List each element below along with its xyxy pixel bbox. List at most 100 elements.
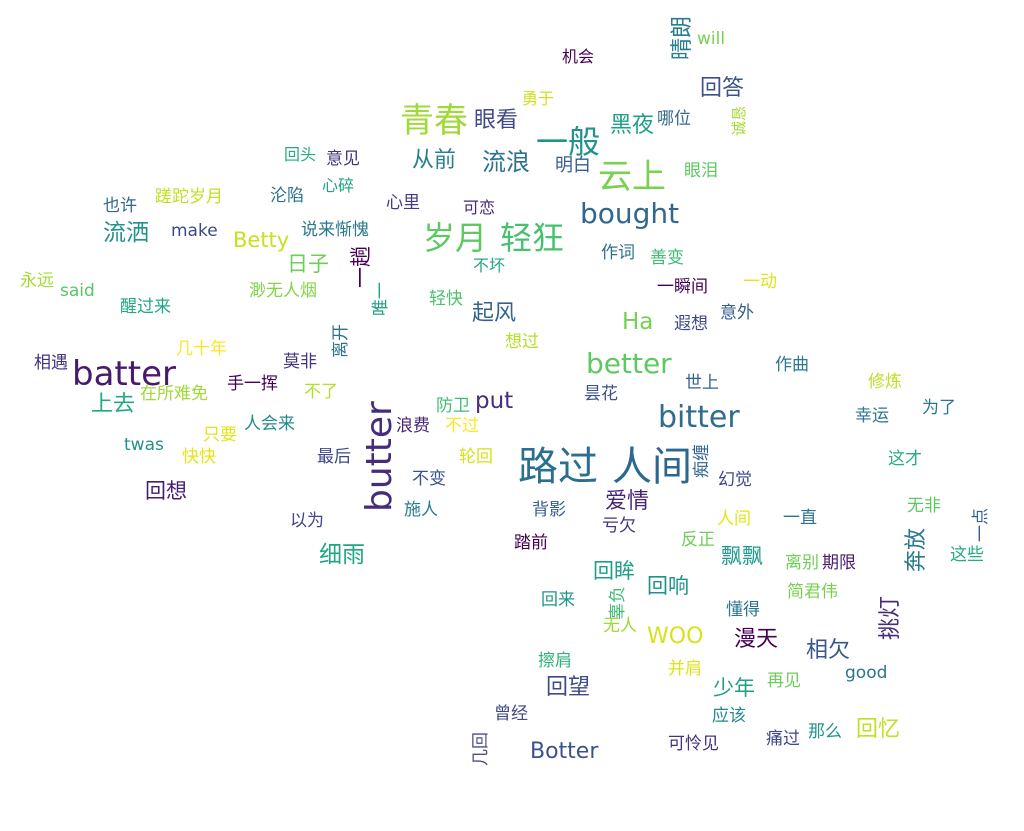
word: 亏欠 xyxy=(602,516,636,536)
word: 世上 xyxy=(685,373,719,393)
word: 不坏 xyxy=(473,256,506,275)
word: 眼泪 xyxy=(684,161,718,181)
word: 想过 xyxy=(505,332,539,352)
word: Ha xyxy=(622,309,654,335)
word: 在所难免 xyxy=(140,384,208,404)
word: 流洒 xyxy=(103,220,149,246)
word: 上去 xyxy=(91,392,136,417)
word: 以为 xyxy=(290,511,324,531)
word: 人间 xyxy=(612,444,692,490)
word: 几十年 xyxy=(176,339,227,359)
word: put xyxy=(475,388,514,414)
word: 昙花 xyxy=(584,384,618,404)
word: 青春 xyxy=(400,101,468,141)
word: 相遇 xyxy=(34,353,68,373)
word: 醒过来 xyxy=(120,297,171,317)
word: 作曲 xyxy=(775,355,809,375)
word: 相欠 xyxy=(806,638,851,663)
word: batter xyxy=(72,354,176,394)
word: 痛过 xyxy=(766,729,800,749)
word: 快快 xyxy=(182,447,216,467)
word: 不过 xyxy=(445,416,479,436)
word: 修炼 xyxy=(868,372,902,392)
word: 那么 xyxy=(808,722,842,742)
word: 轮回 xyxy=(459,447,493,467)
word: 并肩 xyxy=(668,659,702,679)
word: 手一挥 xyxy=(227,374,278,394)
word: 机会 xyxy=(562,47,595,66)
word: 勇于 xyxy=(522,89,555,108)
word: 心碎 xyxy=(322,176,355,195)
word: 无非 xyxy=(907,496,941,516)
word: 离开 xyxy=(331,324,351,358)
word: 意见 xyxy=(326,149,360,169)
word: 回来 xyxy=(541,590,575,610)
word: 为了 xyxy=(922,398,956,418)
word: 离别 xyxy=(785,553,819,573)
word: 最后 xyxy=(317,447,351,467)
word: 不变 xyxy=(412,469,446,489)
word: 幸运 xyxy=(855,406,889,426)
word: 起风 xyxy=(472,301,517,326)
word: 爱情 xyxy=(605,489,650,514)
word: 也许 xyxy=(103,196,137,216)
word: 可恋 xyxy=(463,198,496,217)
word: 诚恳 xyxy=(730,105,748,136)
word: 云上 xyxy=(598,157,666,197)
word: 唯一 xyxy=(371,282,391,316)
word: butter xyxy=(359,401,400,512)
word: 善变 xyxy=(650,248,684,268)
word: 飘飘 xyxy=(721,544,763,568)
word: 擦肩 xyxy=(538,651,572,671)
word: 一趟 xyxy=(349,246,373,288)
word: 可怜见 xyxy=(668,734,719,754)
word: 漫天 xyxy=(734,627,779,652)
word: 一动 xyxy=(743,272,777,292)
word: WOO xyxy=(647,624,704,649)
word: 回头 xyxy=(284,145,317,164)
word: 人会来 xyxy=(244,414,295,434)
word: 痴缠 xyxy=(692,444,712,478)
word: 轻狂 xyxy=(500,219,565,257)
word: better xyxy=(586,347,672,380)
word: 这些 xyxy=(950,545,984,565)
word: 幻觉 xyxy=(718,470,752,490)
word: 细雨 xyxy=(319,542,365,568)
word: 应该 xyxy=(712,706,746,726)
word: 浪费 xyxy=(396,416,430,436)
word: 意外 xyxy=(720,303,754,323)
word: make xyxy=(171,221,218,241)
word: 曾经 xyxy=(494,704,528,724)
word: 懂得 xyxy=(726,600,760,620)
word: 期限 xyxy=(822,553,856,573)
word: bought xyxy=(580,197,680,230)
word: 防卫 xyxy=(436,396,470,416)
word: 明白 xyxy=(555,155,591,176)
word: 蹉跎岁月 xyxy=(155,187,223,207)
word: 辜负 xyxy=(608,586,628,620)
word: 回想 xyxy=(145,479,187,503)
word: 一点 xyxy=(971,508,991,542)
word: 心里 xyxy=(386,193,420,213)
word: 几回 xyxy=(471,732,491,766)
word: 哪位 xyxy=(657,109,691,129)
word: 回眸 xyxy=(593,559,635,583)
word: 一直 xyxy=(783,508,817,528)
word: 反正 xyxy=(681,530,715,550)
word: Betty xyxy=(233,228,290,252)
word: 黑夜 xyxy=(610,113,655,138)
word: 简君伟 xyxy=(787,582,838,602)
word: 永远 xyxy=(20,271,54,291)
word: 回响 xyxy=(647,574,689,598)
word: will xyxy=(697,29,726,49)
word: 流浪 xyxy=(482,148,530,176)
word: good xyxy=(845,663,888,683)
word: 一瞬间 xyxy=(657,277,708,297)
word: 人间 xyxy=(717,509,751,529)
word: 无人 xyxy=(603,616,637,636)
word: said xyxy=(60,281,95,301)
word: bitter xyxy=(658,400,740,435)
word: 奔放 xyxy=(904,527,929,572)
word: 晴朗 xyxy=(670,15,695,60)
